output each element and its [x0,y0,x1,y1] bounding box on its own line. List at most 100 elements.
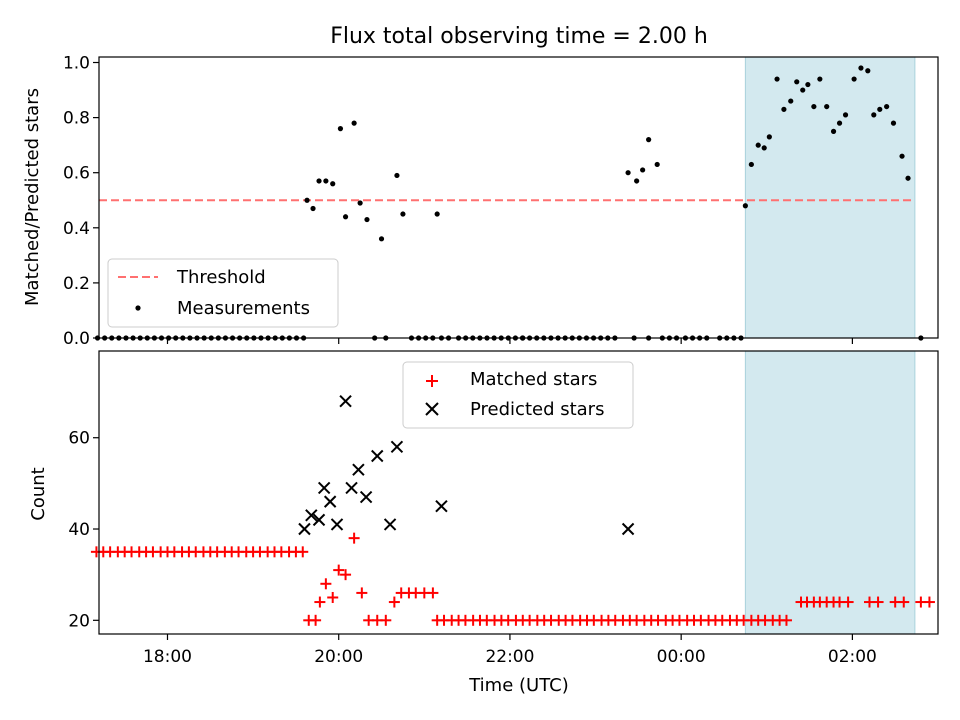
measurement-point [805,81,811,88]
predicted-point [305,509,318,522]
measurement-point [434,211,440,217]
predicted-point [359,490,373,504]
predicted-point [435,499,448,513]
measurement-point [634,178,640,184]
y-axis-label-top: Matched/Predicted stars [22,88,43,306]
legend-bottom: Matched stars Predicted stars [402,361,634,429]
legend-bottom-box [402,361,634,429]
matched-point [348,532,360,544]
matched-point [314,596,326,608]
x-ticks-bottom: 18:00 20:00 22:00 00:00 02:00 [143,634,877,667]
matched-point [333,564,345,576]
measurement-point [877,106,883,112]
y-tick-label: 60 [68,429,90,449]
measurement-point [323,178,329,184]
legend-top-box [107,258,339,328]
legend-top: Threshold Measurements [107,258,339,328]
measurement-point [851,76,857,82]
matched-point [388,596,400,608]
matched-point [310,614,322,626]
predicted-point [390,440,404,454]
predicted-point [371,449,384,463]
measurement-point [788,98,794,104]
legend-measurements-label: Measurements [177,298,310,319]
measurement-point [761,145,767,151]
measurement-point [794,79,800,85]
matched-point [297,546,309,558]
y-tick-label: 20 [68,611,90,631]
measurement-point [830,128,837,134]
y-ticks-top: 0.0 0.2 0.4 0.6 0.8 1.0 [63,54,99,349]
measurement-point [811,103,817,110]
ratio-panel: 0.0 0.2 0.4 0.6 0.8 1.0 Matched/Predicted sta… [22,54,939,349]
count-panel: 20 40 60 18:00 20:00 22:00 00:00 02:00 Count T… [28,350,939,696]
measurement-point [836,120,843,126]
measurement-point [364,216,370,223]
measurement-point [337,126,344,132]
legend-matched-label: Matched stars [470,369,597,390]
predicted-point [330,518,344,531]
x-tick-label: 02:00 [828,647,877,667]
measurement-point [316,178,322,184]
highlight-span [744,351,916,634]
matched-point [923,596,935,608]
matched-point [320,578,332,590]
predicted-point [317,481,331,495]
x-tick-label: 22:00 [485,647,534,667]
measurement-point [905,175,911,181]
legend-predicted-label: Predicted stars [470,399,604,420]
x-tick-label: 20:00 [314,647,363,667]
y-tick-label: 0.4 [63,219,90,239]
y-tick-label: 0.6 [63,164,90,184]
matched-point [340,569,352,581]
legend-threshold-label: Threshold [176,267,266,288]
predicted-point [339,395,352,408]
measurement-point [400,211,406,217]
measurement-point [817,76,823,82]
legend-matched-swatch [426,375,438,387]
measurement-point [310,205,316,212]
measurement-point [342,214,349,220]
y-axis-label-bottom: Count [28,467,49,520]
measurement-point [748,161,754,168]
chart-title: Flux total observing time = 2.00 h [330,24,708,49]
y-tick-label: 0.0 [63,329,90,349]
measurement-point [824,103,830,110]
matched-point [898,596,910,608]
measurement-point [781,106,787,112]
y-tick-label: 0.8 [63,109,90,129]
matched-point [872,596,884,608]
legend-measurements-swatch [135,305,141,311]
highlight-span-rect [745,57,915,338]
highlight-span [744,57,916,338]
y-tick-label: 0.2 [63,274,90,294]
matched-point [842,596,854,608]
measurement-point [755,142,761,148]
x-tick-label: 18:00 [143,647,192,667]
measurement-point [304,197,310,203]
measurement-point [865,68,871,74]
measurement-point [646,137,652,143]
matched-point [780,614,792,626]
legend-predicted-swatch [425,402,439,416]
matched-points [90,532,935,626]
predicted-points [298,395,635,536]
matched-point [356,587,368,599]
predicted-point [345,481,358,495]
y-tick-label: 40 [68,520,90,540]
measurement-point [394,172,400,179]
matched-point [327,591,339,603]
measurement-point [654,161,660,168]
matched-point [380,614,392,626]
measurement-point [899,153,905,159]
measurement-point [842,112,849,118]
predicted-point [621,522,635,536]
predicted-point [383,518,397,531]
axes-frame-top [98,56,939,339]
measurement-point [884,103,890,110]
measurement-points [94,65,924,341]
measurement-point [357,200,363,206]
predicted-point [352,463,365,476]
highlight-span-rect [745,351,915,634]
